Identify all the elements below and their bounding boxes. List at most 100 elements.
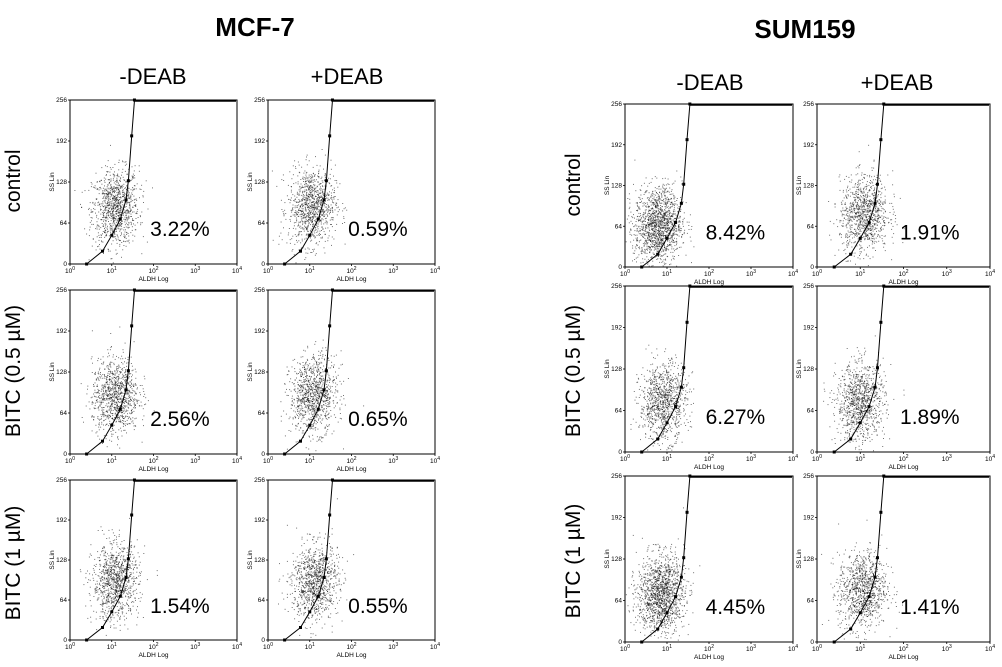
event-point xyxy=(128,389,130,391)
event-point xyxy=(124,221,126,223)
event-point xyxy=(132,389,134,391)
x-tick-label: 102 xyxy=(148,456,158,465)
event-point xyxy=(123,409,125,411)
event-point xyxy=(301,415,303,416)
event-point xyxy=(318,359,320,360)
event-point xyxy=(125,397,127,399)
event-point xyxy=(143,375,145,377)
event-point xyxy=(105,207,107,209)
event-point xyxy=(115,211,117,213)
event-point xyxy=(114,592,116,594)
event-point xyxy=(272,239,274,241)
event-point xyxy=(315,224,317,226)
event-point xyxy=(105,391,107,393)
event-point xyxy=(115,410,117,412)
event-point xyxy=(125,214,127,216)
event-point xyxy=(133,185,135,187)
event-point xyxy=(101,212,103,214)
event-point xyxy=(128,395,130,397)
event-point xyxy=(103,177,105,179)
event-point xyxy=(119,245,121,247)
event-point xyxy=(143,190,145,192)
event-point xyxy=(120,196,122,198)
event-point xyxy=(92,202,94,204)
event-point xyxy=(330,192,332,194)
event-point xyxy=(313,388,315,390)
event-point xyxy=(318,419,319,421)
event-point xyxy=(283,212,285,214)
event-point xyxy=(325,397,326,399)
event-point xyxy=(307,252,309,254)
event-point xyxy=(140,394,141,396)
event-point xyxy=(116,399,118,401)
event-point xyxy=(326,204,327,205)
event-point xyxy=(97,401,99,403)
event-point xyxy=(97,575,99,577)
event-point xyxy=(108,379,110,381)
gate-vertex xyxy=(308,423,312,427)
event-point xyxy=(133,407,135,409)
event-point xyxy=(312,396,314,398)
event-point xyxy=(109,423,111,425)
event-point xyxy=(298,225,300,226)
event-point xyxy=(138,583,140,585)
event-point xyxy=(333,364,335,366)
event-point xyxy=(96,385,98,387)
event-point xyxy=(306,164,308,166)
event-point xyxy=(115,396,117,398)
event-point xyxy=(313,209,315,211)
event-point xyxy=(128,404,130,406)
event-point xyxy=(106,578,108,580)
event-point xyxy=(109,596,111,598)
event-point xyxy=(121,191,123,193)
event-point xyxy=(304,220,306,222)
event-point xyxy=(309,230,311,232)
event-point xyxy=(120,581,121,582)
event-point xyxy=(321,379,323,381)
event-point xyxy=(307,179,309,181)
event-point xyxy=(104,386,106,387)
event-point xyxy=(102,571,104,573)
event-point xyxy=(118,208,120,210)
event-point xyxy=(303,217,305,219)
event-point xyxy=(100,403,102,405)
event-point xyxy=(302,203,304,205)
y-tick-label: 0 xyxy=(63,451,67,458)
event-point xyxy=(131,365,133,367)
event-point xyxy=(310,392,312,394)
event-point xyxy=(108,355,110,357)
event-point xyxy=(93,610,95,612)
event-point xyxy=(124,619,126,621)
event-point xyxy=(325,411,327,413)
event-point xyxy=(305,217,307,219)
event-point xyxy=(315,395,317,397)
event-point xyxy=(92,238,94,240)
event-point xyxy=(125,559,127,561)
event-point xyxy=(120,177,122,179)
event-point xyxy=(119,624,121,626)
event-point xyxy=(108,200,110,202)
event-point xyxy=(97,599,99,601)
event-point xyxy=(299,186,301,188)
event-point xyxy=(101,550,103,552)
event-point xyxy=(304,222,306,224)
event-point xyxy=(301,418,303,420)
event-point xyxy=(341,418,342,420)
event-point xyxy=(120,589,122,591)
event-point xyxy=(103,212,105,214)
event-point xyxy=(87,385,89,387)
event-point xyxy=(304,368,306,370)
event-point xyxy=(309,182,310,184)
event-point xyxy=(324,215,325,217)
event-point xyxy=(101,363,102,365)
event-point xyxy=(315,207,317,209)
event-point xyxy=(290,200,292,201)
event-point xyxy=(117,218,119,220)
event-point xyxy=(319,374,320,376)
event-point xyxy=(315,384,317,386)
event-point xyxy=(89,579,91,581)
event-point xyxy=(323,411,324,413)
event-point xyxy=(128,567,129,568)
event-point xyxy=(103,387,105,389)
event-point xyxy=(95,424,97,426)
